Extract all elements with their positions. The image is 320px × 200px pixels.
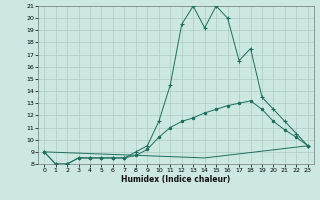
X-axis label: Humidex (Indice chaleur): Humidex (Indice chaleur)	[121, 175, 231, 184]
